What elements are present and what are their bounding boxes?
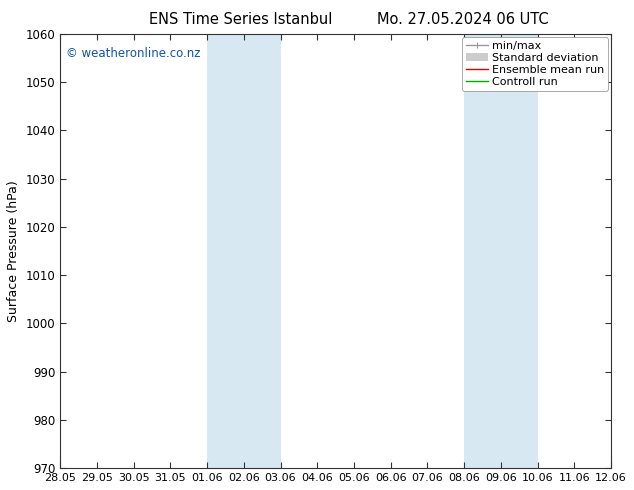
Text: © weatheronline.co.nz: © weatheronline.co.nz xyxy=(66,47,200,60)
Bar xyxy=(464,34,538,468)
Bar xyxy=(207,34,280,468)
Text: Mo. 27.05.2024 06 UTC: Mo. 27.05.2024 06 UTC xyxy=(377,12,548,27)
Text: ENS Time Series Istanbul: ENS Time Series Istanbul xyxy=(149,12,333,27)
Legend: min/max, Standard deviation, Ensemble mean run, Controll run: min/max, Standard deviation, Ensemble me… xyxy=(462,37,608,91)
Y-axis label: Surface Pressure (hPa): Surface Pressure (hPa) xyxy=(7,180,20,322)
